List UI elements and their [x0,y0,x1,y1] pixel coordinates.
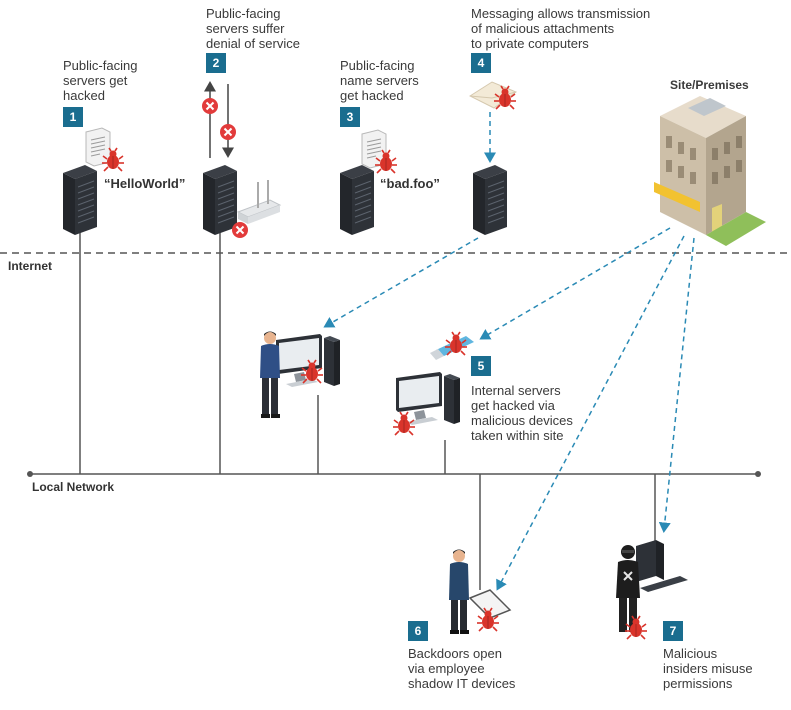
blocked-icon [219,123,237,141]
blocked-icon [201,97,219,115]
desktop-icon [636,540,688,592]
network-drops [79,232,656,590]
blocked-icon [231,221,249,239]
server-icon [472,164,508,236]
server-icon [339,164,375,236]
local-network-label: Local Network [32,480,115,494]
server-icon [202,164,238,236]
step-2-text: Public-facing servers suffer denial of s… [206,6,300,51]
document-icon [85,127,111,167]
step-6-badge: 6 [408,621,428,641]
internet-label: Internet [8,259,53,273]
site-premises-label: Site/Premises [670,78,749,92]
employee-icon [449,549,469,634]
step-5-badge: 5 [471,356,491,376]
bug-icon [624,615,648,640]
threat-arrows [323,227,695,591]
hooded-insider-icon [616,545,640,632]
step-1-text: Public-facing servers get hacked [63,58,138,103]
bad-foo-label: “bad.foo” [380,176,440,191]
router-icon [236,180,282,224]
step-1-badge: 1 [63,107,83,127]
step-7-badge: 7 [663,621,683,641]
server-icon [62,164,98,236]
step-3-text: Public-facing name servers get hacked [340,58,419,103]
tablet-icon [468,589,512,619]
step-6-text: Backdoors open via employee shadow IT de… [408,646,516,691]
step-4-text: Messaging allows transmission of malicio… [471,6,651,51]
step-2-badge: 2 [206,53,226,73]
step-5-text: Internal servers get hacked via maliciou… [471,383,573,443]
hello-world-label: “HelloWorld” [104,176,186,191]
step-7-text: Malicious insiders misuse permissions [663,646,753,691]
building-icon [654,96,766,246]
step-4-badge: 4 [471,53,491,73]
step-3-badge: 3 [340,107,360,127]
